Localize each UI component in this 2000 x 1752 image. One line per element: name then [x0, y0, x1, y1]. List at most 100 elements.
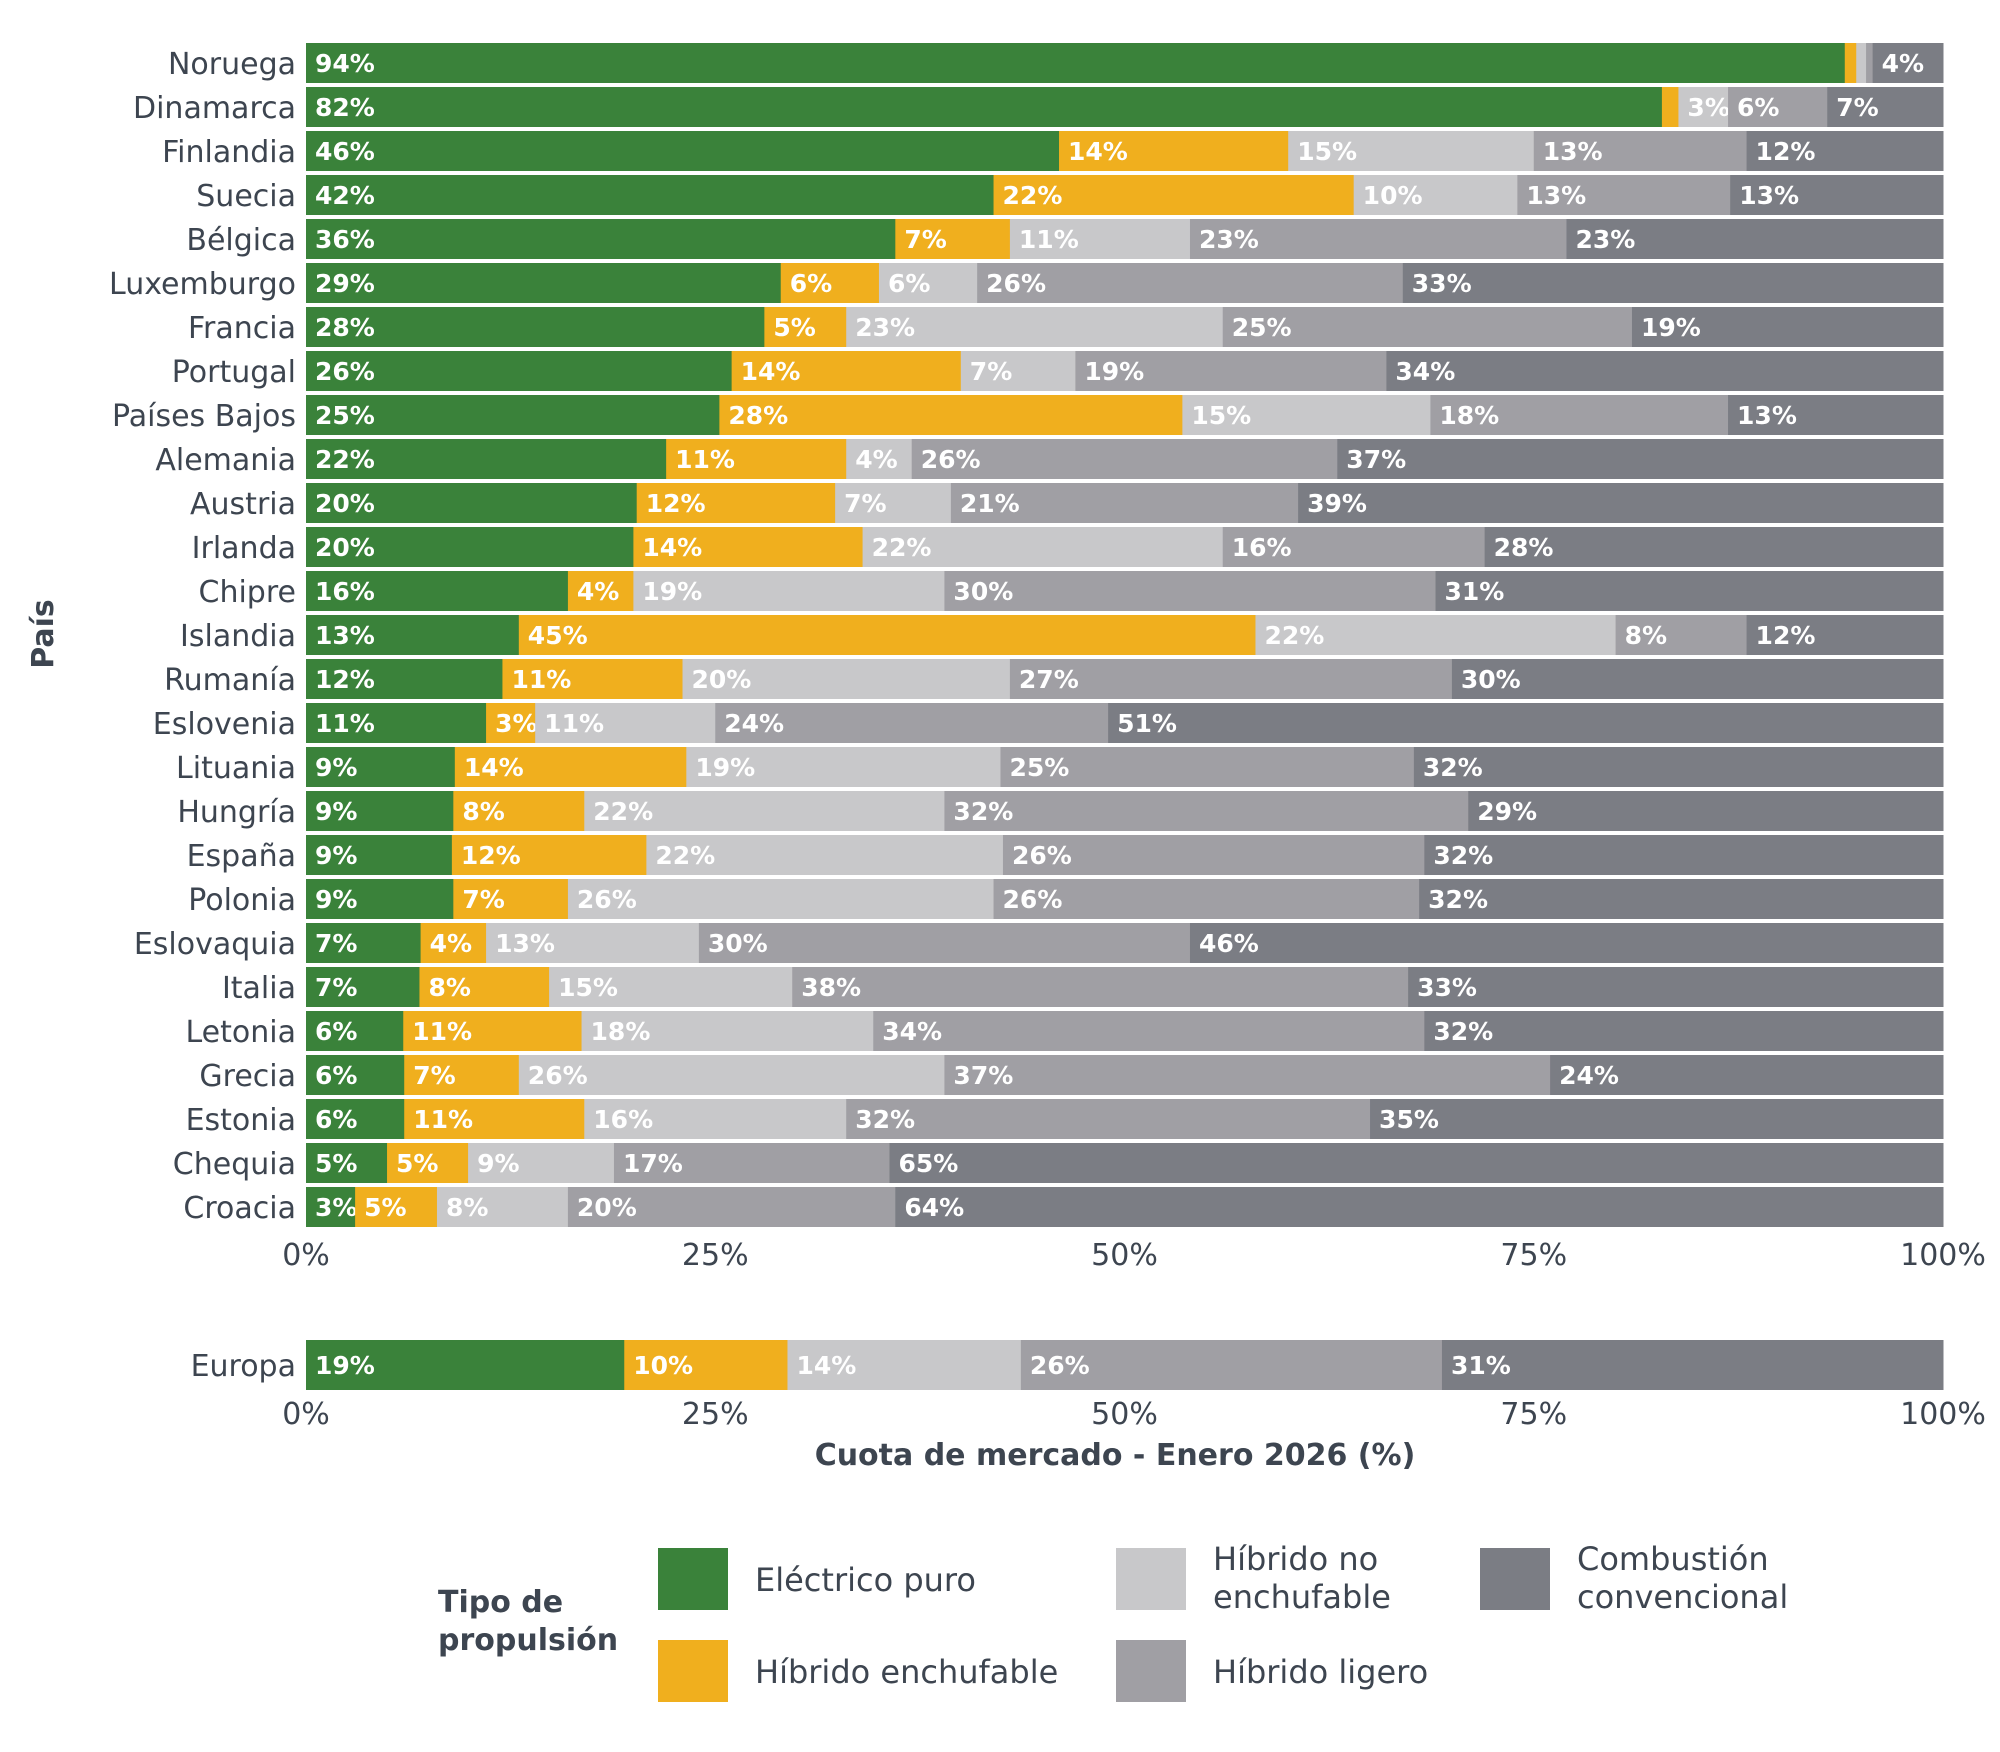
data-label: 32% [953, 797, 1013, 826]
bar-segment-lituania-electrico-puro [306, 747, 456, 787]
category-label: Francia [188, 311, 296, 346]
category-label: Polonia [188, 883, 296, 918]
data-label: 42% [315, 181, 375, 210]
x-tick-label: 25% [682, 1397, 749, 1432]
bar-segment-islandia-hibrido-enchufable [518, 615, 1256, 655]
x-axis-ticks-europe: 0% 25% 50% 75% 100% [282, 1397, 1986, 1432]
bar-segment-austria-combustion-convencional [1298, 483, 1944, 523]
bar-segment-lituania-hibrido-ligero [1000, 747, 1415, 787]
data-label: 9% [315, 753, 357, 782]
bar-segment-rumania-electrico-puro [306, 659, 503, 699]
bar-segment-alemania-hibrido-enchufable [666, 439, 847, 479]
bar-segment-luxemburgo-hibrido-enchufable [780, 263, 880, 303]
category-label: Austria [190, 487, 296, 522]
data-label: 94% [315, 49, 375, 78]
bar-segment-irlanda-electrico-puro [306, 527, 634, 567]
legend-title-line2: propulsión [438, 1623, 618, 1658]
data-label: 82% [315, 93, 375, 122]
legend: Tipo de propulsión Eléctrico puro Híbrido… [438, 1540, 1788, 1702]
bar-segment-croacia-combustion-convencional [895, 1187, 1944, 1227]
data-label: 26% [1030, 1351, 1090, 1380]
bar-segment-alemania-hibrido-ligero [911, 439, 1338, 479]
data-label: 7% [462, 885, 504, 914]
bar-segment-suecia-hibrido-enchufable [993, 175, 1355, 215]
category-label: Luxemburgo [109, 267, 296, 302]
data-label: 15% [1297, 137, 1357, 166]
bar-segment-francia-hibrido-no-enchufable [846, 307, 1224, 347]
bar-segment-noruega-hibrido-enchufable [1844, 43, 1857, 83]
bar-segment-croacia-hibrido-ligero [567, 1187, 896, 1227]
data-label: 26% [577, 885, 637, 914]
data-label: 9% [315, 885, 357, 914]
data-label: 38% [801, 973, 861, 1002]
legend-label-hibrido-ligero: Híbrido ligero [1213, 1653, 1428, 1691]
data-label: 6% [888, 269, 930, 298]
bar-segment-dinamarca-electrico-puro [306, 87, 1663, 127]
category-label: Finlandia [162, 135, 296, 170]
bar-segment-polonia-hibrido-ligero [993, 879, 1420, 919]
bar-segment-italia-combustion-convencional [1408, 967, 1944, 1007]
bar-segment-islandia-hibrido-ligero [1615, 615, 1748, 655]
data-label: 16% [593, 1105, 653, 1134]
bar-segment-portugal-electrico-puro [306, 351, 733, 391]
bar-segment-suecia-hibrido-ligero [1517, 175, 1731, 215]
data-label: 14% [741, 357, 801, 386]
bar-segment-letonia-electrico-puro [306, 1011, 404, 1051]
bar-segment-dinamarca-hibrido-enchufable [1661, 87, 1679, 127]
bar-segment-rumania-combustion-convencional [1451, 659, 1944, 699]
data-label: 13% [1526, 181, 1586, 210]
category-label: Eslovaquia [134, 927, 296, 962]
data-label: 25% [1009, 753, 1069, 782]
bar-segment-europa-hibrido-ligero [1020, 1340, 1443, 1390]
bar-segment-portugal-hibrido-enchufable [731, 351, 962, 391]
data-label: 33% [1417, 973, 1477, 1002]
bar-segment-portugal-hibrido-no-enchufable [960, 351, 1076, 391]
data-label: 29% [315, 269, 375, 298]
bar-segment-noruega-combustion-convencional [1872, 43, 1944, 83]
bar-segment-irlanda-hibrido-ligero [1222, 527, 1486, 567]
bar-segment-belgica-electrico-puro [306, 219, 896, 259]
data-label: 19% [642, 577, 702, 606]
bar-segment-eslovaquia-electrico-puro [306, 923, 422, 963]
bar-segment-chequia-combustion-convencional [889, 1143, 1944, 1183]
data-label: 31% [1445, 577, 1505, 606]
legend-label-electrico-puro: Eléctrico puro [755, 1561, 976, 1599]
bar-segment-paises-bajos-hibrido-no-enchufable [1182, 395, 1431, 435]
bar-segment-italia-hibrido-ligero [792, 967, 1409, 1007]
data-label: 35% [1379, 1105, 1439, 1134]
category-label: Alemania [155, 443, 296, 478]
data-label: 12% [646, 489, 706, 518]
data-label: 22% [1264, 621, 1324, 650]
data-label: 32% [1423, 753, 1483, 782]
bar-segment-noruega-electrico-puro [306, 43, 1846, 83]
data-label: 31% [1451, 1351, 1511, 1380]
x-tick-label: 50% [1091, 1397, 1158, 1432]
bar-segment-hungria-hibrido-ligero [944, 791, 1469, 831]
bar-segment-chequia-hibrido-no-enchufable [468, 1143, 615, 1183]
bar-segment-paises-bajos-electrico-puro [306, 395, 720, 435]
y-axis-title: País [26, 599, 61, 669]
bar-segment-francia-hibrido-enchufable [764, 307, 847, 347]
category-label: Italia [222, 971, 296, 1006]
data-label: 14% [642, 533, 702, 562]
category-label: Estonia [186, 1103, 296, 1138]
data-label: 20% [315, 533, 375, 562]
data-label: 18% [1439, 401, 1499, 430]
bar-segment-chequia-electrico-puro [306, 1143, 388, 1183]
category-label: España [187, 839, 296, 874]
bar-segment-europa-hibrido-no-enchufable [787, 1340, 1022, 1390]
bar-segment-letonia-hibrido-ligero [873, 1011, 1425, 1051]
data-label: 37% [953, 1061, 1013, 1090]
x-tick-label: 100% [1900, 1238, 1986, 1273]
bar-segment-islandia-electrico-puro [306, 615, 520, 655]
data-label: 36% [315, 225, 375, 254]
bar-segment-eslovenia-combustion-convencional [1108, 703, 1944, 743]
bar-segment-eslovaquia-hibrido-no-enchufable [486, 923, 700, 963]
bar-segment-chipre-hibrido-enchufable [567, 571, 634, 611]
bar-segment-rumania-hibrido-no-enchufable [682, 659, 1011, 699]
data-label: 34% [882, 1017, 942, 1046]
bar-segment-espana-electrico-puro [306, 835, 453, 875]
data-label: 7% [970, 357, 1012, 386]
bar-segment-grecia-hibrido-ligero [944, 1055, 1551, 1095]
